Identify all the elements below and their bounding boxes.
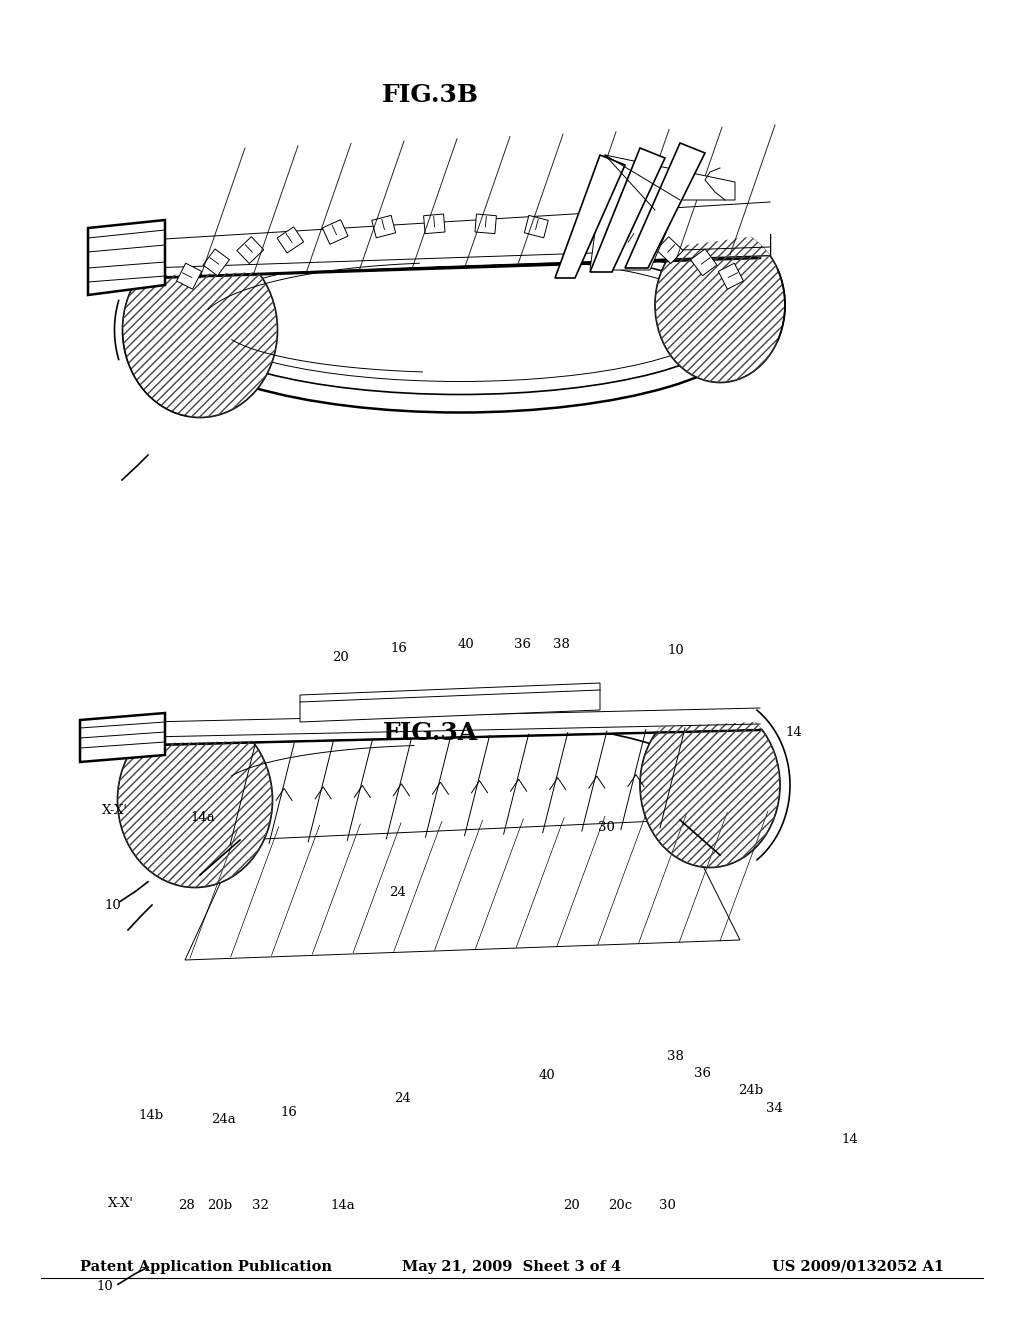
Ellipse shape bbox=[655, 227, 785, 383]
Text: 28: 28 bbox=[178, 1199, 195, 1212]
Text: FIG.3B: FIG.3B bbox=[382, 83, 478, 107]
Text: 14: 14 bbox=[842, 1133, 858, 1146]
Polygon shape bbox=[718, 263, 743, 289]
Polygon shape bbox=[176, 263, 202, 289]
Text: 16: 16 bbox=[281, 1106, 297, 1119]
Text: 24b: 24b bbox=[738, 1084, 763, 1097]
Text: 36: 36 bbox=[514, 638, 530, 651]
Text: FIG.3A: FIG.3A bbox=[382, 721, 478, 744]
Polygon shape bbox=[148, 700, 760, 744]
Polygon shape bbox=[300, 682, 600, 722]
Text: 24: 24 bbox=[389, 886, 406, 899]
Text: 14: 14 bbox=[785, 726, 802, 739]
Polygon shape bbox=[590, 154, 735, 271]
Polygon shape bbox=[372, 215, 395, 238]
Polygon shape bbox=[590, 148, 665, 272]
Text: 32: 32 bbox=[252, 1199, 268, 1212]
Text: 10: 10 bbox=[104, 899, 121, 912]
Text: 40: 40 bbox=[539, 1069, 555, 1082]
Text: X-X': X-X' bbox=[101, 804, 128, 817]
Ellipse shape bbox=[640, 702, 780, 867]
Polygon shape bbox=[278, 227, 304, 253]
Polygon shape bbox=[237, 236, 264, 264]
Text: 24a: 24a bbox=[211, 1113, 236, 1126]
Text: 20: 20 bbox=[333, 651, 349, 664]
Polygon shape bbox=[323, 219, 348, 244]
Text: 10: 10 bbox=[668, 644, 684, 657]
Text: 14a: 14a bbox=[190, 810, 215, 824]
Polygon shape bbox=[88, 220, 165, 294]
Text: 38: 38 bbox=[553, 638, 569, 651]
Polygon shape bbox=[185, 820, 740, 960]
Ellipse shape bbox=[118, 713, 272, 887]
Text: 14a: 14a bbox=[331, 1199, 355, 1212]
Text: 30: 30 bbox=[659, 1199, 676, 1212]
Polygon shape bbox=[524, 215, 548, 238]
Polygon shape bbox=[690, 249, 717, 276]
Polygon shape bbox=[640, 649, 790, 729]
Polygon shape bbox=[203, 249, 229, 276]
Text: 20c: 20c bbox=[608, 1199, 633, 1212]
Polygon shape bbox=[80, 713, 165, 762]
Text: May 21, 2009  Sheet 3 of 4: May 21, 2009 Sheet 3 of 4 bbox=[402, 1259, 622, 1274]
Text: 10: 10 bbox=[96, 1280, 113, 1294]
Polygon shape bbox=[424, 214, 445, 234]
Polygon shape bbox=[80, 649, 780, 744]
Polygon shape bbox=[572, 219, 598, 244]
Ellipse shape bbox=[165, 238, 755, 412]
Text: X-X': X-X' bbox=[108, 1197, 134, 1210]
Ellipse shape bbox=[123, 243, 278, 417]
Polygon shape bbox=[616, 227, 643, 253]
Polygon shape bbox=[555, 154, 625, 279]
Polygon shape bbox=[80, 170, 770, 279]
Text: 36: 36 bbox=[694, 1067, 711, 1080]
Text: 20b: 20b bbox=[208, 1199, 232, 1212]
Text: 24: 24 bbox=[394, 1092, 411, 1105]
Ellipse shape bbox=[160, 700, 740, 880]
Text: 14b: 14b bbox=[138, 1109, 163, 1122]
Text: 30: 30 bbox=[598, 821, 614, 834]
Polygon shape bbox=[475, 214, 497, 234]
Polygon shape bbox=[650, 170, 800, 249]
Text: 38: 38 bbox=[668, 1049, 684, 1063]
Text: 20: 20 bbox=[563, 1199, 580, 1212]
Polygon shape bbox=[148, 195, 770, 279]
Text: 16: 16 bbox=[391, 642, 408, 655]
Text: US 2009/0132052 A1: US 2009/0132052 A1 bbox=[772, 1259, 944, 1274]
Text: 40: 40 bbox=[458, 638, 474, 651]
Polygon shape bbox=[656, 236, 683, 264]
Text: 34: 34 bbox=[766, 1102, 782, 1115]
Polygon shape bbox=[625, 143, 705, 268]
Text: Patent Application Publication: Patent Application Publication bbox=[80, 1259, 332, 1274]
